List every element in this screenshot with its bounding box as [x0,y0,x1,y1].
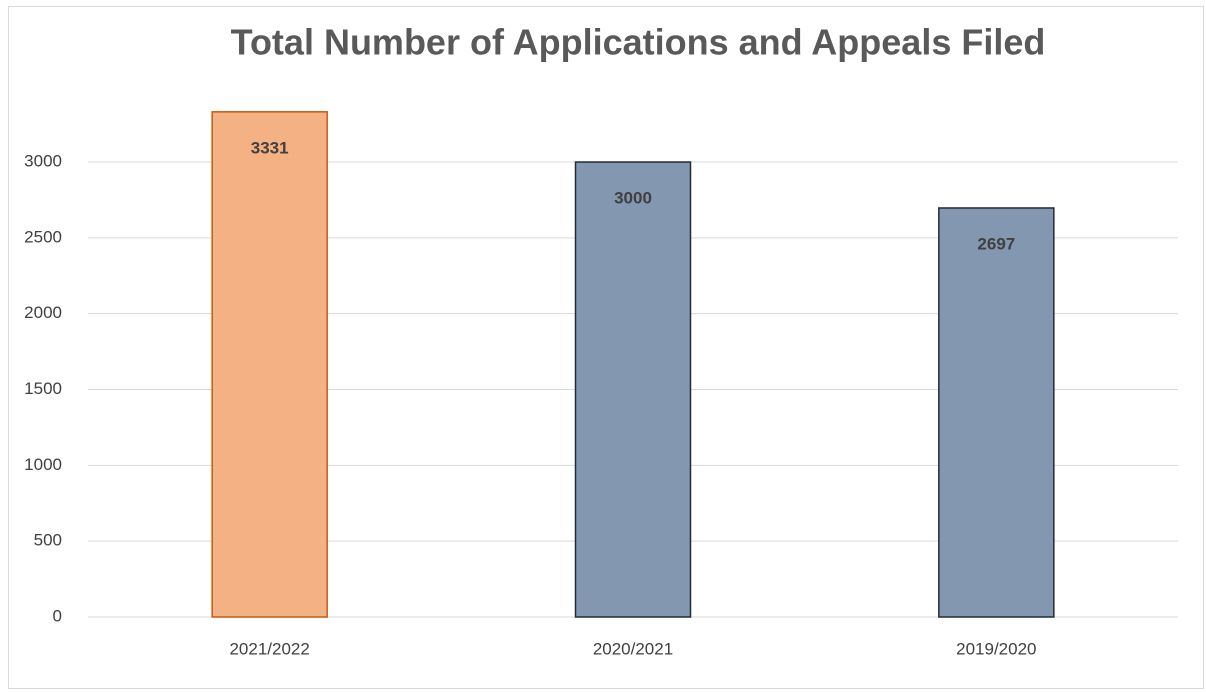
chart-title: Total Number of Applications and Appeals… [231,22,1046,63]
bar [938,207,1055,618]
bar [211,111,328,618]
y-tick-label: 3000 [24,152,62,171]
y-tick-label: 1000 [24,455,62,474]
y-tick-label: 2500 [24,227,62,246]
x-tick-label: 2019/2020 [956,639,1036,658]
data-label: 2697 [977,234,1015,253]
bar [574,161,692,618]
data-label: 3331 [251,138,289,157]
x-tick-label: 2020/2021 [593,639,673,658]
y-tick-label: 2000 [24,303,62,322]
x-tick-label: 2021/2022 [229,639,309,658]
y-tick-label: 1500 [24,379,62,398]
data-label: 3000 [614,189,652,208]
y-tick-label: 500 [34,531,62,550]
y-tick-label: 0 [53,606,62,625]
